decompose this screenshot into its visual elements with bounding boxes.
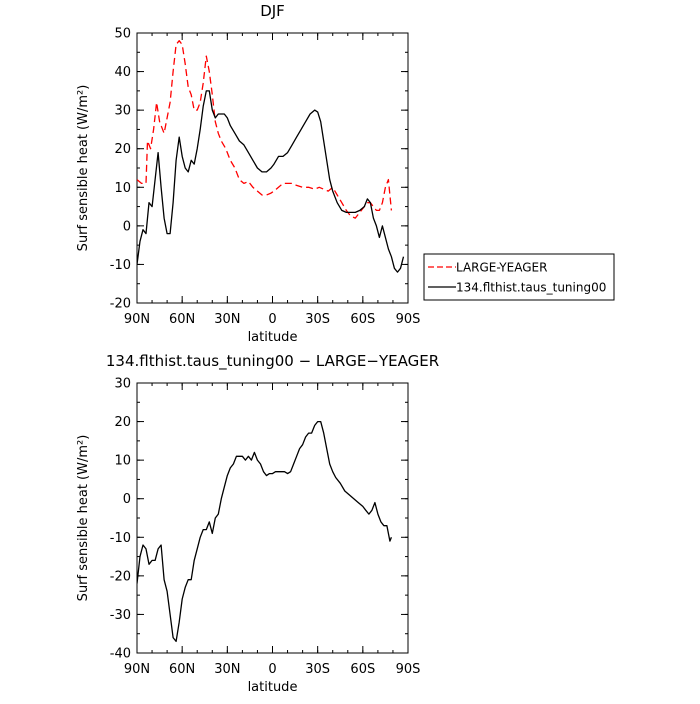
series-line-1	[137, 90, 405, 273]
x-tick-label: 0	[268, 662, 276, 677]
legend-label-0: LARGE-YEAGER	[456, 261, 547, 275]
plot-frame	[136, 32, 409, 304]
x-tick-label: 60N	[169, 662, 195, 677]
x-tick-label: 90S	[396, 662, 421, 677]
y-tick-label: 0	[123, 219, 131, 234]
y-tick-label: -30	[110, 608, 131, 623]
series-line-0	[137, 420, 393, 643]
y-tick-label: -40	[110, 647, 131, 662]
y-tick-label: 30	[114, 377, 131, 392]
x-tick-label: 90N	[124, 662, 150, 677]
y-tick-label: 40	[114, 65, 131, 80]
x-tick-label: 90S	[396, 312, 421, 327]
y-tick-label: -10	[110, 258, 131, 273]
y-axis-label: Surf sensible heat (W/m²)	[76, 435, 91, 602]
y-tick-label: 30	[114, 104, 131, 119]
x-tick-label: 30S	[305, 312, 330, 327]
x-tick-label: 60S	[350, 662, 375, 677]
y-tick-label: 50	[114, 27, 131, 42]
chart-title: DJF	[260, 2, 285, 20]
y-tick-label: 20	[114, 415, 131, 430]
x-tick-label: 60N	[169, 312, 195, 327]
chart-title: 134.flthist.taus_tuning00 − LARGE−YEAGER	[106, 352, 439, 371]
y-tick-label: 10	[114, 181, 131, 196]
x-tick-label: 90N	[124, 312, 150, 327]
x-axis-label: latitude	[248, 680, 298, 695]
y-tick-label: -10	[110, 531, 131, 546]
y-tick-label: -20	[110, 569, 131, 584]
legend-label-1: 134.flthist.taus_tuning00	[456, 281, 606, 295]
y-tick-label: -20	[110, 297, 131, 312]
x-tick-label: 30S	[305, 662, 330, 677]
y-tick-label: 10	[114, 454, 131, 469]
x-tick-label: 30N	[214, 662, 240, 677]
series-line-0	[137, 40, 393, 219]
x-tick-label: 60S	[350, 312, 375, 327]
y-tick-label: 20	[114, 142, 131, 157]
x-tick-label: 0	[268, 312, 276, 327]
panel-top: 90N 60N 30N 0 30S 60S 90S -20 -10 0 10 20 30 40 50 DJF l…	[76, 2, 615, 345]
x-axis-label: latitude	[248, 330, 298, 345]
y-axis-label: Surf sensible heat (W/m²)	[76, 85, 91, 252]
x-tick-label: 30N	[214, 312, 240, 327]
panel-bottom: 90N 60N 30N 0 30S 60S 90S -40 -30 -20 -10 0 10 20 30 13…	[76, 352, 439, 695]
y-tick-label: 0	[123, 492, 131, 507]
legend-box	[423, 253, 615, 301]
plot-frame	[136, 382, 409, 654]
